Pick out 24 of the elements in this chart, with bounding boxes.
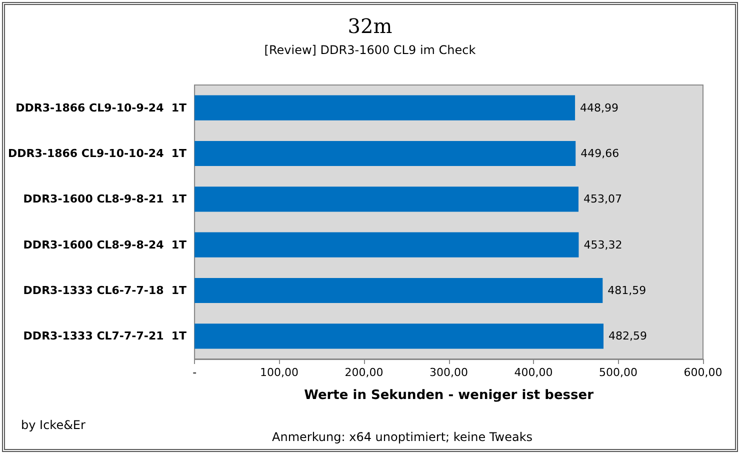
x-tick-label: 500,00	[599, 366, 638, 379]
text: Anmerkung: x64 unoptimiert; keine Tweaks	[272, 430, 533, 444]
chart-subtitle: [Review] DDR3-1600 CL9 im Check	[264, 43, 476, 57]
x-tick-label: -	[192, 366, 197, 379]
text: by Icke&Er	[21, 418, 86, 432]
y-tick-label: DDR3-1866 CL9-10-10-24 1T	[8, 147, 188, 160]
x-tick-label: 300,00	[430, 366, 468, 379]
data-label: 453,32	[584, 238, 622, 252]
data-label: 482,59	[608, 330, 648, 343]
y-tick-label: DDR3-1333 CL7-7-7-21 1T	[23, 330, 188, 343]
y-tick-label: DDR3-1600 CL8-9-8-21 1T	[23, 192, 188, 206]
data-label: 481,59	[608, 284, 646, 297]
x-tick-label: 100,00	[260, 366, 299, 379]
data-label: 453,07	[583, 192, 622, 206]
data-label: 449,66	[580, 147, 620, 160]
x-tick-label: 400,00	[514, 366, 553, 379]
x-tick-label: 200,00	[344, 366, 384, 379]
data-label: 448,99	[580, 101, 619, 114]
y-tick-label: DDR3-1333 CL6-7-7-18 1T	[23, 284, 188, 297]
x-tick-label: 600,00	[684, 366, 722, 379]
y-tick-label: DDR3-1866 CL9-10-9-24 1T	[16, 101, 188, 114]
y-tick-label: DDR3-1600 CL8-9-8-24 1T	[23, 238, 188, 252]
x-axis-title: Werte in Sekunden - weniger ist besser	[304, 388, 594, 403]
chart-title: 32m	[348, 14, 392, 38]
